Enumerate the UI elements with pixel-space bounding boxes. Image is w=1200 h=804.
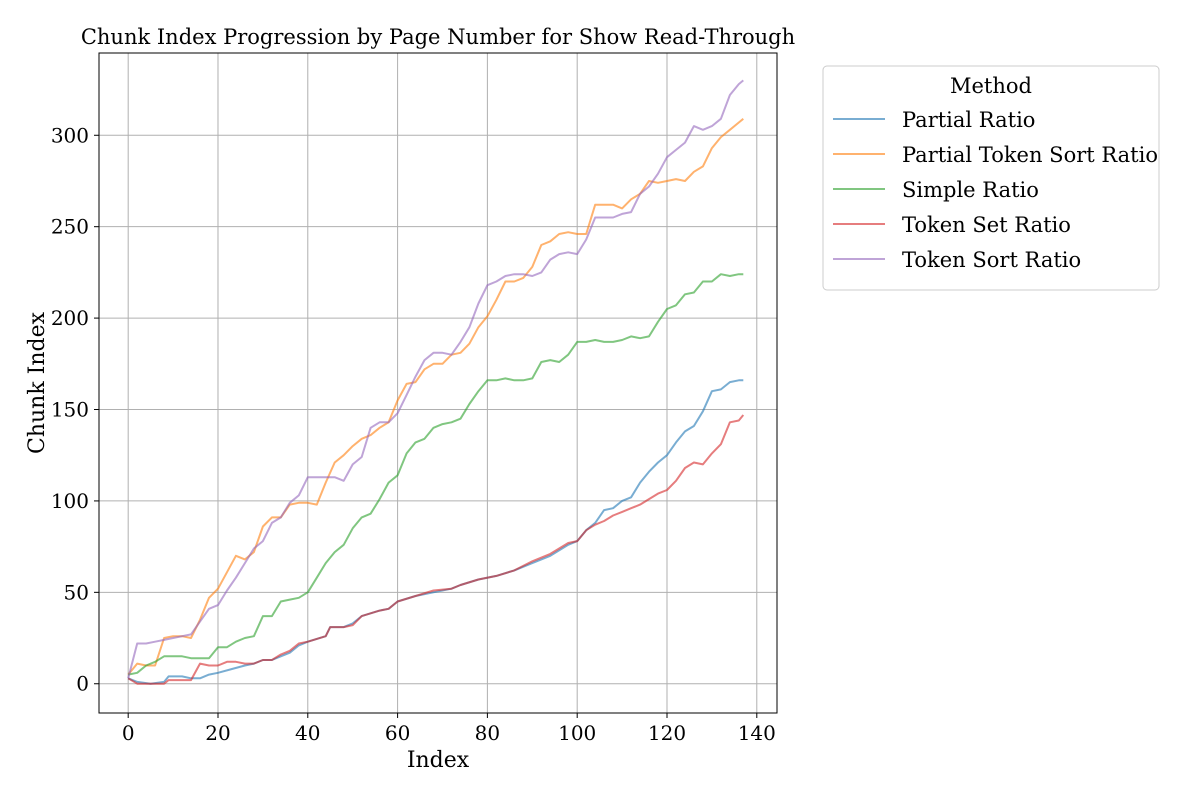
x-tick-label: 0 [122,721,135,745]
legend-items: Partial Ratio Partial Token Sort Ratio Sim… [833,108,1158,272]
legend-label-token-sort-ratio: Token Sort Ratio [902,248,1081,272]
y-tick-label: 200 [51,306,89,330]
legend: Method Partial Ratio Partial Token Sort R… [822,65,1160,291]
y-tick-label: 250 [51,215,89,239]
y-axis-title: Chunk Index [25,311,50,454]
series-lines [127,79,745,685]
axis-ticks: 0 20 40 60 80 100 120 140 0 50 100 150 200 250 300 [51,123,776,745]
legend-label-partial-ratio: Partial Ratio [902,108,1035,132]
plot-frame [98,52,778,714]
y-tick-label: 50 [64,580,89,604]
series-line-partial-ratio [127,379,744,685]
x-tick-label: 60 [385,721,410,745]
series-line-token-sort-ratio [127,79,744,679]
y-tick-label: 0 [76,672,89,696]
chart-title: Chunk Index Progression by Page Number f… [81,25,795,49]
series-line-token-set-ratio [127,414,745,685]
legend-box [822,65,1160,291]
x-axis-title: Index [407,748,470,773]
legend-label-token-set-ratio: Token Set Ratio [902,213,1071,237]
y-tick-label: 100 [51,489,89,513]
x-tick-label: 120 [648,721,686,745]
x-tick-label: 140 [738,721,776,745]
series-line-partial-token-sort-ratio [127,118,744,676]
y-tick-label: 300 [51,123,89,147]
legend-title: Method [950,74,1032,98]
x-tick-label: 40 [295,721,320,745]
x-tick-label: 80 [475,721,500,745]
legend-label-partial-token-sort-ratio: Partial Token Sort Ratio [902,143,1158,167]
x-tick-label: 20 [205,721,230,745]
legend-label-simple-ratio: Simple Ratio [902,178,1039,202]
series-line-simple-ratio [128,273,744,676]
x-tick-label: 100 [558,721,596,745]
y-tick-label: 150 [51,398,89,422]
